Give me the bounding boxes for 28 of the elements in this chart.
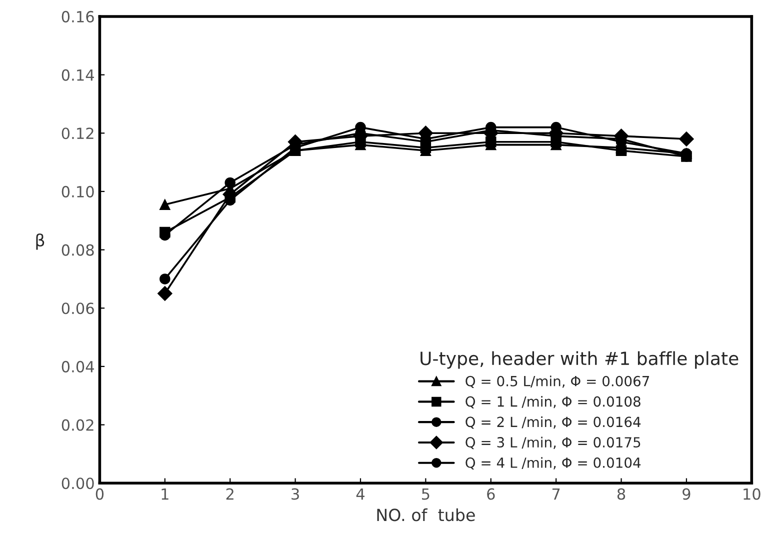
- x-tick-label: 4: [356, 488, 364, 500]
- y-tick-label: 0.12: [62, 128, 94, 140]
- x-tick-label: 0: [96, 488, 104, 500]
- y-tick-label: 0.02: [62, 419, 94, 431]
- x-tick-label: 1: [162, 488, 168, 500]
- y-tick-label: 0.16: [62, 10, 94, 22]
- x-axis-title: NO. of tube: [377, 508, 475, 522]
- legend-title: U-type, header with #1 baffle plate: [420, 351, 738, 369]
- legend-label: Q = 0.5 L/min, Φ = 0.0067: [466, 376, 650, 388]
- x-tick-label: 5: [422, 488, 430, 500]
- y-axis-title: β: [36, 234, 44, 250]
- x-tick-label: 6: [487, 488, 495, 500]
- x-tick-label: 3: [292, 488, 299, 500]
- y-tick-label: 0.14: [62, 69, 94, 81]
- x-tick-label: 8: [617, 488, 626, 500]
- y-tick-label: 0.04: [62, 360, 94, 372]
- legend-label: Q = 1 L /min, Φ = 0.0108: [466, 396, 640, 408]
- x-tick-label: 2: [226, 488, 234, 500]
- y-tick-label: 0.08: [62, 244, 94, 256]
- y-tick-label: 0.00: [62, 478, 94, 490]
- y-tick-label: 0.06: [62, 302, 94, 314]
- x-tick-label: 9: [682, 488, 690, 500]
- x-tick-label: 10: [744, 488, 760, 500]
- legend-label: Q = 3 L /min, Φ = 0.0175: [466, 436, 640, 450]
- x-tick-label: 7: [552, 488, 560, 500]
- y-tick-label: 0.10: [62, 186, 94, 198]
- legend-label: Q = 4 L /min, Φ = 0.0104: [466, 457, 641, 470]
- legend-label: Q = 2 L /min, Φ = 0.0164: [466, 416, 641, 429]
